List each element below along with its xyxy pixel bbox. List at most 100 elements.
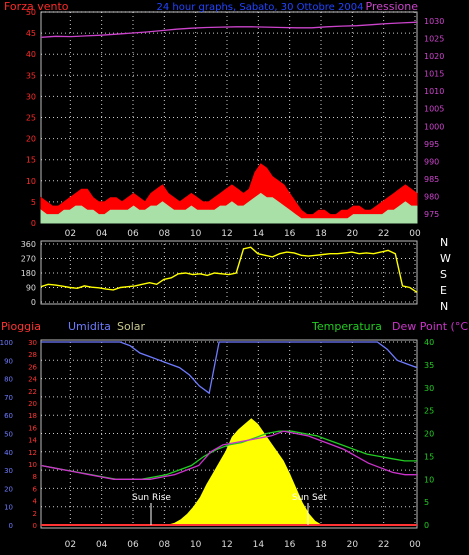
rain-tick-label: 12 [28, 449, 37, 457]
x-tick-label: 18 [315, 540, 327, 550]
x-tick-label: 02 [65, 540, 76, 550]
rain-tick-label: 30 [28, 339, 37, 347]
rain-tick-label: 26 [28, 363, 37, 371]
x-tick-label: 16 [284, 540, 296, 550]
temperature-tick-label: 0 [424, 521, 429, 530]
left-tick-label: 0 [31, 219, 36, 228]
x-tick-label: 14 [253, 540, 265, 550]
temperature-tick-label: 5 [424, 498, 429, 507]
left-tick-label: 10 [26, 177, 36, 186]
left-tick-label: 50 [26, 8, 36, 17]
direction-panel-grid [41, 243, 417, 303]
right-tick-label: 980 [424, 193, 439, 202]
rain-tick-label: 0 [33, 522, 37, 530]
x-tick-label: 00 [409, 229, 421, 239]
humidity-tick-label: 70 [4, 394, 13, 402]
right-tick-label: 1025 [424, 34, 444, 43]
left-tick-label: 30 [26, 92, 36, 101]
solar-series [41, 418, 417, 526]
left-tick-label: 25 [26, 114, 36, 123]
rain-tick-label: 4 [33, 498, 38, 506]
climate-panel-ticks: 0102030405060708090100024681012141618202… [0, 338, 434, 550]
direction-tick-label: 0 [31, 298, 36, 307]
wind-direction-series [40, 246, 418, 293]
humidity-tick-label: 100 [0, 339, 13, 347]
humidity-tick-label: 20 [4, 485, 13, 493]
right-tick-label: 985 [424, 175, 439, 184]
humidity-tick-label: 0 [9, 522, 13, 530]
rain-tick-label: 14 [28, 437, 37, 445]
x-tick-label: 06 [127, 229, 139, 239]
humidity-tick-label: 90 [4, 357, 13, 365]
rain-tick-label: 20 [28, 400, 37, 408]
left-tick-label: 45 [26, 29, 36, 38]
x-tick-label: 02 [65, 229, 76, 239]
x-tick-label: 20 [347, 540, 359, 550]
direction-tick-label: 360 [21, 240, 36, 249]
rain-label: Pioggia [1, 320, 41, 333]
right-tick-label: 995 [424, 140, 439, 149]
direction-tick-label: 180 [21, 269, 36, 278]
temperature-label: Temperatura [311, 320, 382, 333]
x-tick-label: 22 [378, 229, 389, 239]
left-tick-label: 5 [31, 198, 36, 207]
pressure-series [40, 21, 418, 38]
x-tick-label: 22 [378, 540, 389, 550]
x-tick-label: 14 [253, 229, 265, 239]
right-tick-label: 1020 [424, 52, 444, 61]
rain-tick-label: 22 [28, 388, 37, 396]
temperature-tick-label: 15 [424, 452, 434, 461]
humidity-series [41, 341, 418, 395]
x-tick-label: 12 [221, 540, 232, 550]
humidity-tick-label: 50 [4, 431, 13, 439]
compass-letter: N [440, 236, 448, 249]
rain-tick-label: 10 [28, 461, 37, 469]
rain-tick-label: 28 [28, 351, 37, 359]
right-tick-label: 1015 [424, 70, 444, 79]
wind-average-series [40, 192, 418, 224]
climate-panel-series [40, 341, 418, 526]
x-tick-label: 04 [96, 229, 108, 239]
left-tick-label: 35 [26, 71, 36, 80]
dewpoint-label: Dew Point (°C) [392, 320, 469, 333]
right-tick-label: 975 [424, 210, 439, 219]
humidity-tick-label: 30 [4, 467, 13, 475]
dewpoint-series [40, 430, 417, 480]
humidity-label: Umidita [68, 320, 111, 333]
right-tick-label: 1000 [424, 122, 444, 131]
x-tick-label: 12 [221, 229, 232, 239]
x-tick-label: 08 [159, 540, 171, 550]
x-tick-label: 10 [190, 229, 202, 239]
rain-tick-label: 16 [28, 424, 37, 432]
temperature-tick-label: 30 [424, 384, 434, 393]
direction-tick-label: 270 [21, 255, 36, 264]
right-tick-label: 1030 [424, 17, 444, 26]
rain-tick-label: 8 [33, 473, 37, 481]
rain-tick-label: 24 [28, 376, 37, 384]
temperature-tick-label: 20 [424, 430, 434, 439]
right-tick-label: 1010 [424, 87, 444, 96]
x-tick-label: 08 [159, 229, 171, 239]
humidity-tick-label: 80 [4, 376, 13, 384]
rain-tick-label: 6 [33, 485, 38, 493]
left-tick-label: 40 [26, 50, 36, 59]
chart-title: 24 hour graphs, Sabato, 30 Ottobre 2004 [157, 2, 364, 13]
x-tick-label: 00 [409, 540, 421, 550]
wind-panel-ticks: 0510152025303540455097598098599099510001… [26, 8, 445, 239]
right-tick-label: 990 [424, 157, 439, 166]
wind-speed-label: Forza vento [4, 0, 69, 13]
rain-tick-label: 2 [33, 510, 37, 518]
sunset-annotation: Sun Set [292, 493, 327, 503]
humidity-tick-label: 60 [4, 412, 13, 420]
compass-letter: N [440, 300, 448, 313]
temperature-tick-label: 40 [424, 338, 434, 347]
left-tick-label: 15 [26, 156, 36, 165]
temperature-tick-label: 25 [424, 407, 434, 416]
direction-tick-label: 90 [26, 284, 36, 293]
x-tick-label: 20 [347, 229, 359, 239]
wind-panel-series [40, 21, 418, 224]
x-tick-label: 04 [96, 540, 108, 550]
x-tick-label: 10 [190, 540, 202, 550]
